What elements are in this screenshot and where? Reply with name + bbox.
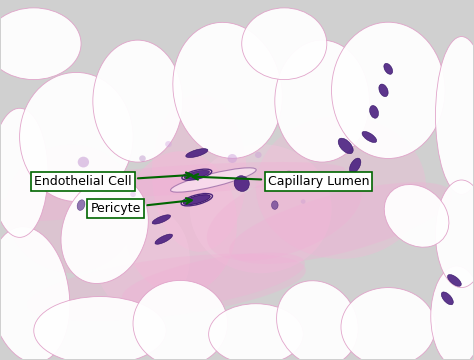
Ellipse shape bbox=[255, 152, 262, 158]
Ellipse shape bbox=[0, 108, 48, 237]
Ellipse shape bbox=[155, 234, 173, 244]
Ellipse shape bbox=[242, 8, 327, 80]
Ellipse shape bbox=[184, 170, 210, 179]
Ellipse shape bbox=[276, 281, 358, 360]
Ellipse shape bbox=[78, 157, 89, 167]
Text: Pericyte: Pericyte bbox=[91, 198, 192, 215]
Ellipse shape bbox=[209, 304, 303, 360]
Ellipse shape bbox=[234, 176, 249, 192]
Ellipse shape bbox=[16, 162, 345, 198]
Ellipse shape bbox=[228, 154, 237, 163]
Ellipse shape bbox=[349, 158, 361, 173]
Ellipse shape bbox=[201, 192, 207, 197]
Ellipse shape bbox=[362, 131, 377, 143]
Ellipse shape bbox=[34, 297, 166, 360]
Ellipse shape bbox=[436, 180, 474, 288]
Ellipse shape bbox=[256, 116, 426, 259]
Ellipse shape bbox=[379, 84, 388, 96]
Ellipse shape bbox=[183, 195, 210, 205]
Text: Endothelial Cell: Endothelial Cell bbox=[34, 172, 191, 188]
Ellipse shape bbox=[133, 280, 228, 360]
Ellipse shape bbox=[341, 288, 436, 360]
Ellipse shape bbox=[272, 201, 278, 210]
Ellipse shape bbox=[173, 22, 282, 158]
Ellipse shape bbox=[5, 144, 138, 273]
Ellipse shape bbox=[27, 254, 306, 321]
Ellipse shape bbox=[152, 94, 246, 252]
Ellipse shape bbox=[229, 182, 453, 264]
Ellipse shape bbox=[165, 141, 172, 147]
Ellipse shape bbox=[384, 185, 449, 247]
Ellipse shape bbox=[338, 138, 353, 154]
Ellipse shape bbox=[186, 149, 208, 158]
Ellipse shape bbox=[124, 151, 237, 295]
Ellipse shape bbox=[331, 22, 445, 158]
Ellipse shape bbox=[370, 105, 379, 118]
Ellipse shape bbox=[171, 168, 256, 192]
Ellipse shape bbox=[0, 227, 70, 360]
Ellipse shape bbox=[19, 72, 133, 202]
Ellipse shape bbox=[190, 144, 331, 273]
Ellipse shape bbox=[384, 63, 392, 74]
Ellipse shape bbox=[0, 8, 81, 80]
Ellipse shape bbox=[0, 174, 212, 221]
Ellipse shape bbox=[77, 200, 85, 211]
Ellipse shape bbox=[61, 177, 148, 283]
Ellipse shape bbox=[93, 40, 182, 162]
Ellipse shape bbox=[130, 192, 136, 197]
Ellipse shape bbox=[139, 156, 146, 162]
Ellipse shape bbox=[301, 199, 306, 204]
Ellipse shape bbox=[286, 170, 292, 176]
Ellipse shape bbox=[95, 205, 190, 313]
Ellipse shape bbox=[431, 266, 474, 360]
Ellipse shape bbox=[122, 253, 305, 308]
Ellipse shape bbox=[275, 40, 369, 162]
Text: Capillary Lumen: Capillary Lumen bbox=[192, 174, 369, 188]
Ellipse shape bbox=[152, 215, 171, 224]
Ellipse shape bbox=[441, 292, 453, 305]
Ellipse shape bbox=[447, 275, 461, 286]
Ellipse shape bbox=[207, 171, 362, 261]
Ellipse shape bbox=[436, 37, 474, 194]
